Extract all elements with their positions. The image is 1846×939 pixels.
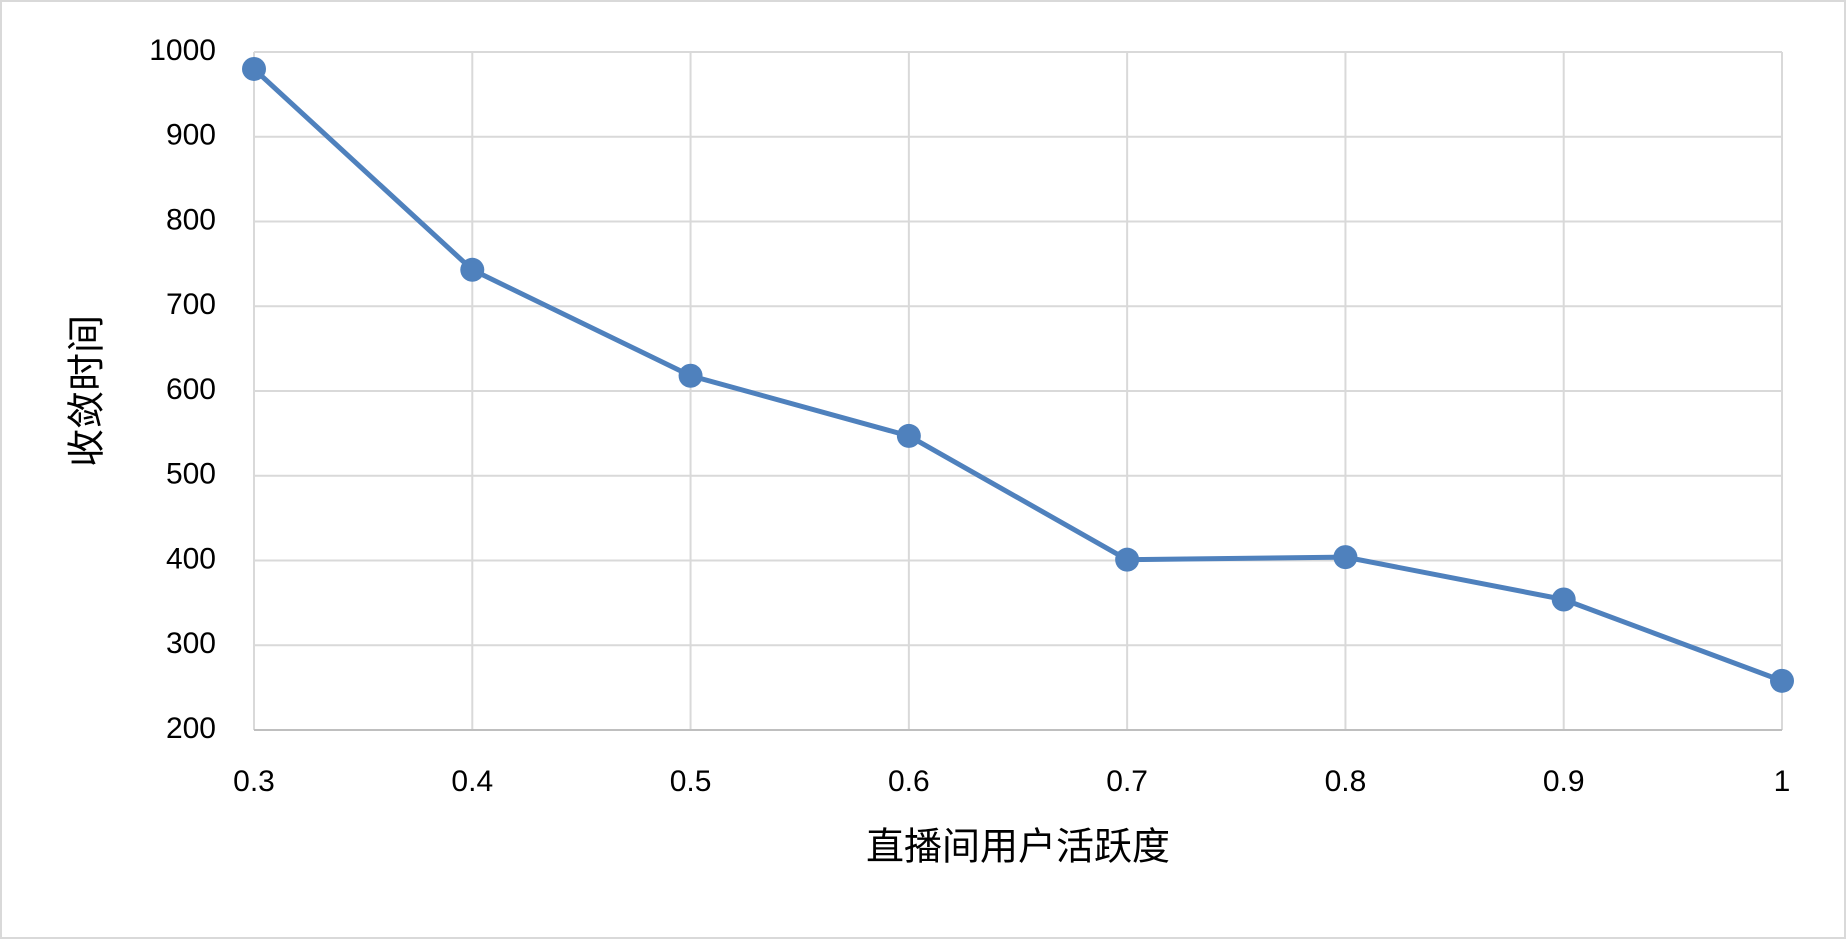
data-point (678, 363, 703, 388)
x-tick-label: 1 (1774, 765, 1791, 798)
data-point (1551, 587, 1576, 612)
series-line (252, 67, 1783, 684)
data-point (1333, 545, 1358, 570)
y-tick-label: 500 (166, 458, 216, 491)
y-tick-label: 800 (166, 203, 216, 236)
x-tick-label: 0.8 (1325, 765, 1367, 798)
x-tick-label: 0.7 (1106, 765, 1148, 798)
x-tick-label: 0.9 (1543, 765, 1585, 798)
y-tick-label: 1000 (149, 34, 216, 67)
x-axis-title: 直播间用户活跃度 (866, 825, 1170, 869)
data-point (896, 423, 921, 448)
y-tick-label: 200 (166, 712, 216, 745)
y-tick-label: 600 (166, 373, 216, 406)
x-tick-label: 0.5 (670, 765, 712, 798)
y-axis-title: 收敛时间 (65, 315, 109, 467)
data-point (460, 257, 485, 282)
y-tick-label: 700 (166, 288, 216, 321)
y-tick-label: 400 (166, 542, 216, 575)
y-tick-label: 900 (166, 119, 216, 152)
x-tick-label: 0.3 (233, 765, 275, 798)
data-point (242, 56, 266, 81)
x-tick-label: 0.6 (888, 765, 930, 798)
data-point (1770, 668, 1794, 693)
x-tick-label: 0.4 (451, 765, 493, 798)
y-tick-label: 300 (166, 627, 216, 660)
data-point (1115, 547, 1140, 572)
